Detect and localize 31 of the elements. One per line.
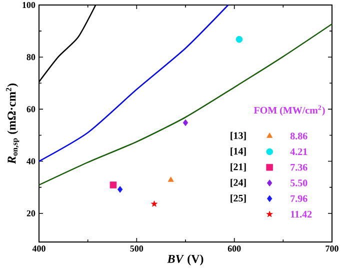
x-tick-label: 700	[326, 246, 338, 252]
annotation: 7.96	[290, 195, 308, 202]
point	[182, 119, 188, 126]
point	[236, 36, 243, 43]
y-tick-label: 40	[26, 158, 36, 164]
legend-label: [24]	[230, 178, 246, 188]
annotation: 8.86	[290, 132, 308, 140]
annotation: 7.36	[290, 164, 308, 171]
legend-label: [21]	[230, 163, 246, 172]
x-tick-label: 600	[228, 246, 241, 252]
point	[168, 176, 174, 182]
y-tick-label: 100	[22, 2, 36, 8]
annotation: 11.42	[290, 210, 312, 218]
line-series	[38, 4, 229, 162]
annotation: 5.50	[290, 180, 308, 186]
point	[110, 182, 117, 188]
x-tick-label: 400	[32, 246, 46, 252]
legend-title: FOM (MW/cm$^{2}$)	[254, 105, 325, 116]
y-tick-label: 60	[26, 106, 36, 112]
point	[117, 186, 123, 193]
legend-label: [13]	[230, 132, 246, 140]
point	[151, 200, 158, 207]
legend-label: [25]	[230, 194, 246, 203]
y-tick-label: 20	[26, 210, 36, 216]
line-series	[38, 23, 333, 186]
x-tick-label: 500	[130, 246, 144, 252]
legend-label: [14]	[230, 148, 246, 156]
annotation: 4.21	[290, 148, 308, 156]
y-axis-title: R$_{on,sp}$ (mΩ·cm$^{2}$)	[6, 84, 20, 164]
x-axis-title: BV (V)	[167, 254, 204, 266]
y-tick-label: 80	[26, 54, 36, 60]
